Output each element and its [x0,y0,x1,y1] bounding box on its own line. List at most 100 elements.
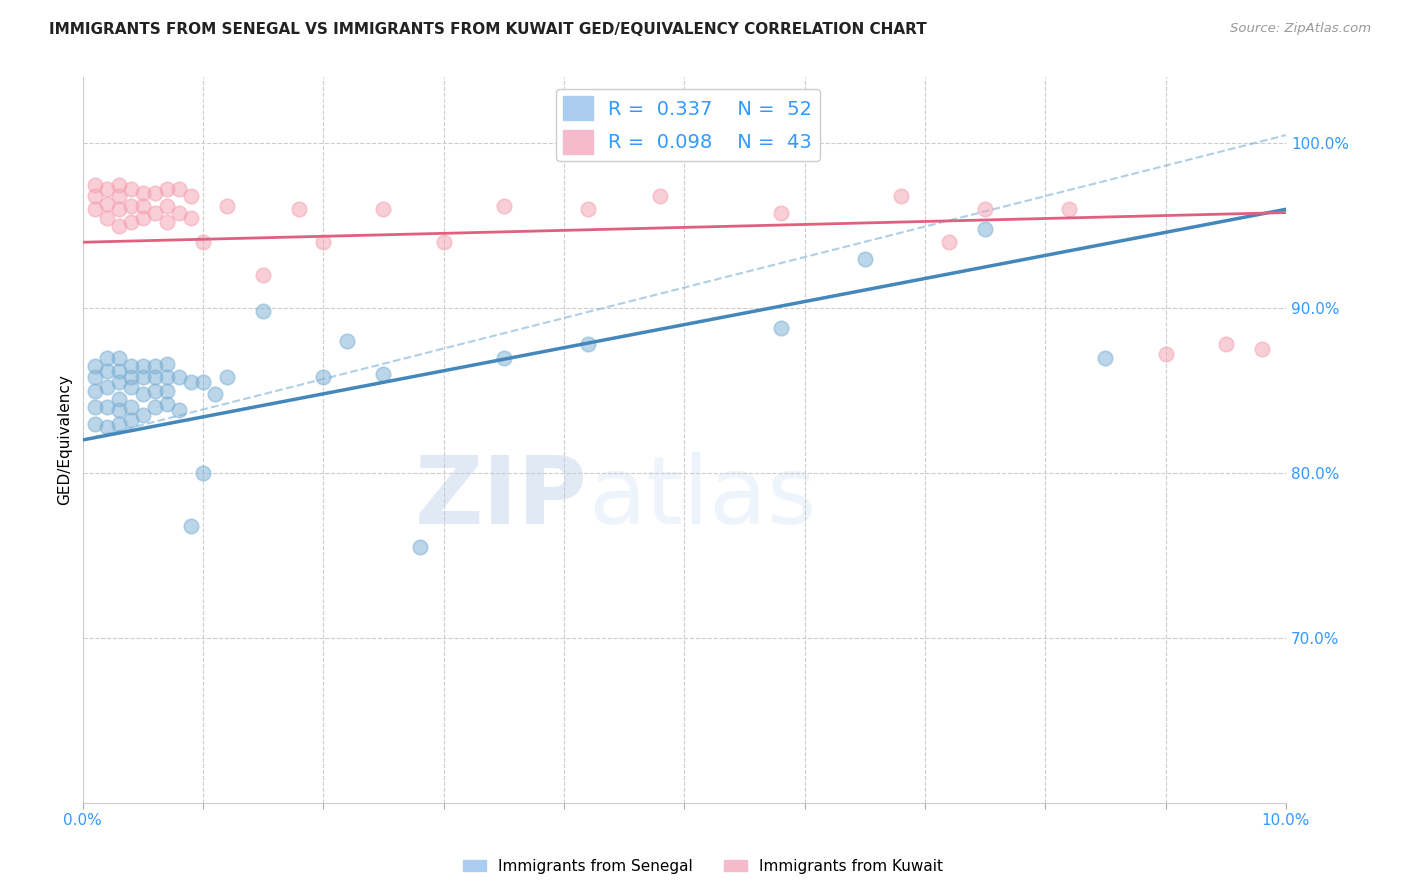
Point [107,219,129,233]
Point [83,178,105,192]
Legend: R =  0.337    N =  52, R =  0.098    N =  43: R = 0.337 N = 52, R = 0.098 N = 43 [555,88,820,161]
Point [107,392,129,406]
Point [120,400,142,414]
Point [96,364,118,378]
Point [156,384,179,398]
Point [204,387,226,401]
Point [167,182,190,196]
Point [938,235,960,250]
Point [96,211,118,225]
Point [120,413,142,427]
Point [143,384,166,398]
Point [143,370,166,384]
Point [191,235,214,250]
Point [107,364,129,378]
Point [143,400,166,414]
Point [143,205,166,219]
Point [83,400,105,414]
Point [191,376,214,390]
Point [769,205,792,219]
Point [143,186,166,200]
Point [107,178,129,192]
Point [156,215,179,229]
Point [107,376,129,390]
Point [120,359,142,373]
Point [492,199,515,213]
Point [132,387,155,401]
Point [96,182,118,196]
Point [96,351,118,365]
Y-axis label: GED/Equivalency: GED/Equivalency [58,375,72,506]
Point [180,518,202,533]
Point [373,367,395,381]
Point [156,199,179,213]
Point [373,202,395,217]
Point [180,376,202,390]
Point [107,417,129,431]
Point [890,189,912,203]
Point [83,359,105,373]
Point [576,202,599,217]
Point [96,197,118,211]
Point [215,199,238,213]
Point [132,199,155,213]
Point [167,370,190,384]
Point [120,199,142,213]
Legend: Immigrants from Senegal, Immigrants from Kuwait: Immigrants from Senegal, Immigrants from… [457,853,949,880]
Point [252,268,274,283]
Point [769,321,792,335]
Point [156,370,179,384]
Text: IMMIGRANTS FROM SENEGAL VS IMMIGRANTS FROM KUWAIT GED/EQUIVALENCY CORRELATION CH: IMMIGRANTS FROM SENEGAL VS IMMIGRANTS FR… [49,22,927,37]
Point [853,252,876,266]
Point [107,351,129,365]
Point [96,400,118,414]
Point [408,540,430,554]
Point [191,466,214,480]
Point [650,189,672,203]
Text: Source: ZipAtlas.com: Source: ZipAtlas.com [1230,22,1371,36]
Point [83,384,105,398]
Point [576,337,599,351]
Point [96,419,118,434]
Point [83,202,105,217]
Point [336,334,359,348]
Point [120,380,142,394]
Point [167,205,190,219]
Point [433,235,456,250]
Point [180,211,202,225]
Point [156,357,179,371]
Point [96,380,118,394]
Point [83,417,105,431]
Point [1154,347,1177,361]
Point [83,370,105,384]
Point [974,222,997,236]
Point [107,202,129,217]
Text: ZIP: ZIP [415,452,588,544]
Point [156,182,179,196]
Point [1059,202,1081,217]
Point [974,202,997,217]
Point [1215,337,1237,351]
Point [312,370,335,384]
Point [107,403,129,417]
Point [120,182,142,196]
Point [180,189,202,203]
Point [143,359,166,373]
Point [120,215,142,229]
Point [215,370,238,384]
Point [120,370,142,384]
Point [107,189,129,203]
Text: atlas: atlas [588,452,817,544]
Point [288,202,311,217]
Point [252,304,274,318]
Point [132,186,155,200]
Point [1251,343,1274,357]
Point [132,359,155,373]
Point [132,409,155,423]
Point [312,235,335,250]
Point [167,403,190,417]
Point [1094,351,1116,365]
Point [132,211,155,225]
Point [156,397,179,411]
Point [492,351,515,365]
